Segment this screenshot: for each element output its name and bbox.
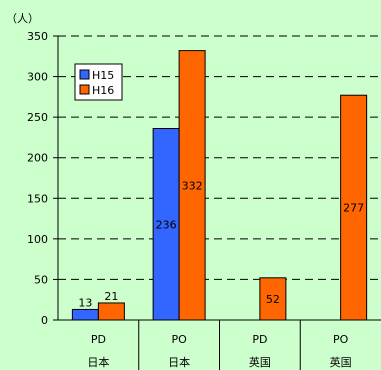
legend-swatch [79,69,90,80]
bar-h16-0 [97,302,125,321]
y-tick-label: 300 [27,71,48,84]
data-label: 277 [343,202,364,215]
y-tick-label: 250 [27,111,48,124]
data-label: 52 [266,293,280,306]
category-label: PD [91,333,106,346]
grid-lines [58,35,381,280]
y-tick-label: 150 [27,192,48,205]
category-sublabel: 日本 [87,355,109,369]
data-label: 332 [182,179,203,192]
data-label: 21 [104,290,118,303]
bar-h15-0 [71,308,99,321]
bars: 13 21 236 332 52 277 [71,50,368,321]
unit-label: （人） [6,12,39,25]
category-sublabel: 英国 [330,355,352,369]
y-tick-label: 0 [41,314,48,327]
category-label: PD [252,333,267,346]
category-label: PO [333,333,349,346]
y-tick-label: 350 [27,30,48,43]
category-label: PO [171,333,187,346]
bar-h15-1 [152,128,180,321]
y-tick-label: 50 [34,273,48,286]
y-tick-label: 100 [27,233,48,246]
legend-label: H15 [92,69,114,82]
category-sublabel: 日本 [168,355,190,369]
data-label: 13 [78,296,92,309]
bar-h16-3 [340,94,368,321]
y-axis: 0 50 100 150 200 250 300 350 [27,30,59,327]
category-sublabel: 英国 [249,355,271,369]
data-label: 236 [156,218,177,231]
bar-h16-1 [178,50,206,321]
legend-swatch [79,84,90,95]
legend-label: H16 [92,84,114,97]
x-axis: PD 日本 PO 日本 PD 英国 PO 英国 [58,319,381,370]
y-tick-label: 200 [27,152,48,165]
